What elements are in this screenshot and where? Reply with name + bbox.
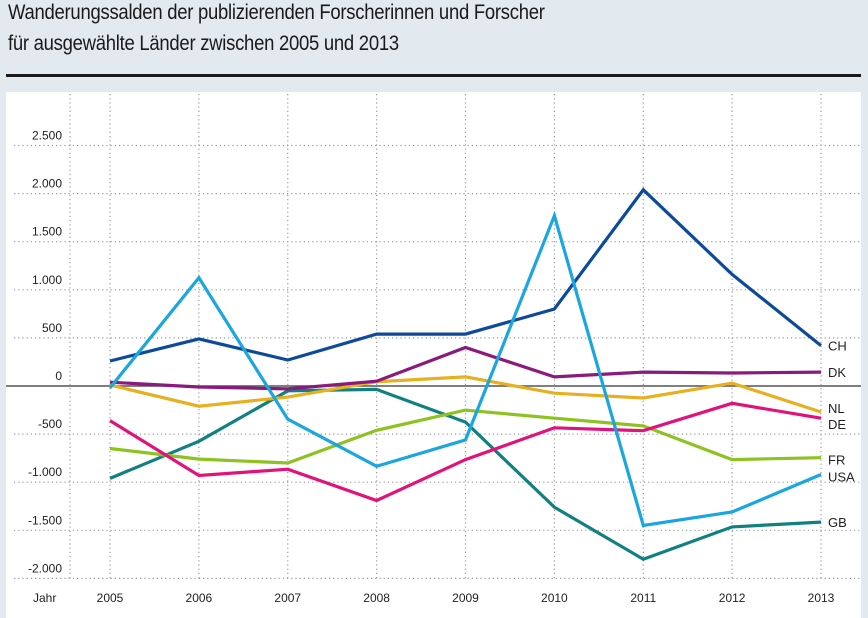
x-tick-label: 2010: [541, 591, 568, 605]
series-label-fr: FR: [828, 453, 845, 468]
x-tick-label: 2006: [186, 591, 213, 605]
y-tick-label: -1.500: [28, 513, 62, 527]
y-tick-label: -500: [38, 417, 62, 431]
y-tick-label: -1.000: [28, 465, 62, 479]
x-tick-label: 2005: [97, 591, 124, 605]
x-tick-label: 2013: [808, 591, 835, 605]
x-axis-ticks: Jahr 2005 2006 2007 2008 2009 2010 2011 2012 2013: [33, 591, 835, 605]
chart-title-line-2: für ausgewählte Länder zwischen 2005 und…: [8, 32, 399, 55]
series-label-ch: CH: [828, 339, 847, 354]
series-line-ch: [109, 187, 823, 363]
series-line-dk: [109, 345, 822, 391]
x-tick-label: 2012: [719, 591, 746, 605]
series-label-de: DE: [828, 417, 846, 432]
grid: [6, 94, 861, 580]
x-tick-label: 2007: [274, 591, 301, 605]
series-line-fr: [109, 408, 822, 465]
x-tick-label: 2009: [452, 591, 479, 605]
y-tick-label: 1.000: [32, 273, 62, 287]
y-tick-label: 1.500: [32, 225, 62, 239]
series-line-de: [109, 401, 822, 503]
x-tick-label: 2011: [630, 591, 656, 605]
series-label-gb: GB: [828, 515, 847, 530]
x-axis-label: Jahr: [33, 591, 56, 605]
series-line-nl: [109, 375, 822, 414]
y-tick-label: 2.000: [32, 177, 62, 191]
series-label-usa: USA: [828, 470, 855, 485]
y-tick-label: 2.500: [32, 129, 62, 143]
series-line-gb: [109, 387, 822, 561]
y-tick-label: -2.000: [28, 561, 62, 575]
title-divider: [6, 74, 861, 77]
series-line-usa: [108, 210, 822, 528]
x-tick-label: 2008: [363, 591, 390, 605]
series-label-nl: NL: [828, 401, 845, 416]
series-lines: [108, 187, 823, 561]
chart-title-line-1: Wanderungssalden der publizierenden Fors…: [8, 1, 545, 24]
y-tick-label: 500: [42, 321, 62, 335]
y-axis-ticks: 2.500 2.000 1.500 1.000 500 0 -500 -1.000 -1.500…: [28, 129, 62, 576]
series-label-dk: DK: [828, 365, 846, 380]
y-tick-label: 0: [55, 369, 62, 383]
